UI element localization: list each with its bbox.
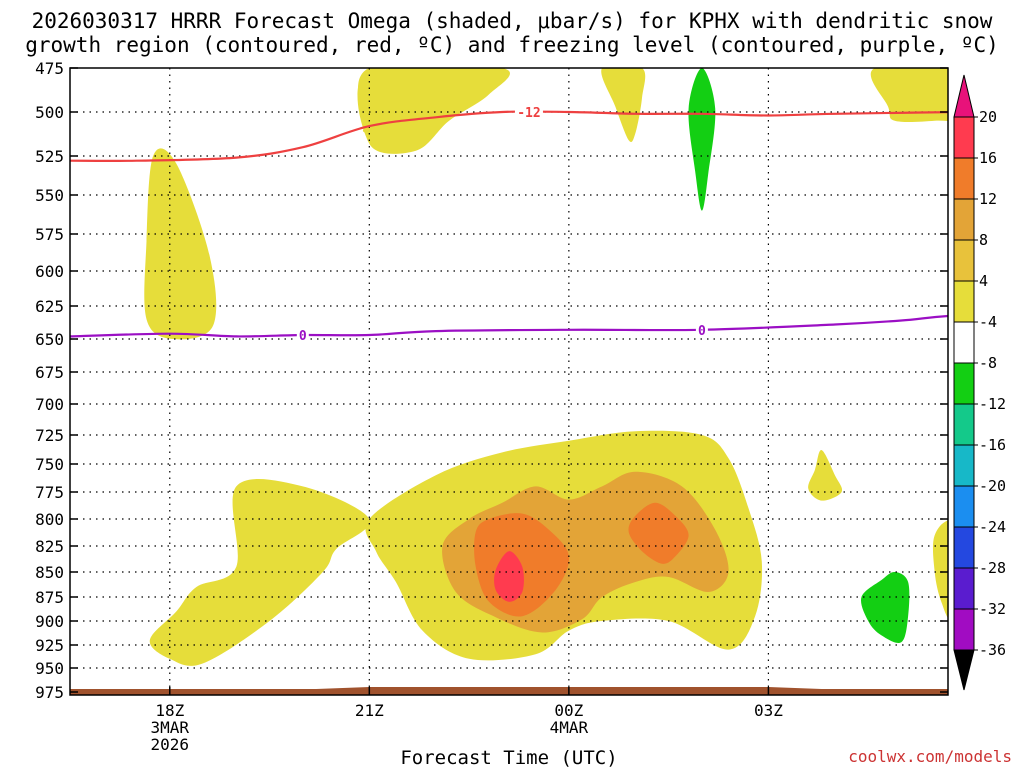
contour-label: 0 [698, 324, 706, 339]
y-tick-label: 500 [35, 103, 64, 122]
contour-label: 0 [299, 329, 307, 344]
colorbar-swatch [953, 485, 975, 528]
omega-region [861, 571, 910, 643]
x-tick-label: 21Z [355, 701, 384, 720]
colorbar-swatch [953, 239, 975, 282]
colorbar-swatch [953, 198, 975, 241]
contour-line [70, 314, 948, 338]
colorbar-tick-label: 20 [979, 108, 997, 126]
colorbar-tick-label: -32 [979, 600, 1006, 618]
colorbar-tick-label: -24 [979, 518, 1006, 536]
x-tick-label: 18Z [155, 701, 184, 720]
y-tick-label: 550 [35, 186, 64, 205]
y-tick-label: 850 [35, 563, 64, 582]
y-tick-label: 625 [35, 297, 64, 316]
colorbar-tick-label: -12 [979, 395, 1006, 413]
colorbar-tick-label: 12 [979, 190, 997, 208]
contour-label-bg [296, 328, 309, 343]
y-tick-label: 600 [35, 262, 64, 281]
y-tick-label: 975 [35, 683, 64, 702]
grid-lines [70, 68, 948, 695]
contour-label-bg [695, 322, 708, 337]
contour-line [70, 110, 948, 163]
colorbar-tick-label: -8 [979, 354, 997, 372]
chart-title-line1: 2026030317 HRRR Forecast Omega (shaded, … [32, 9, 993, 33]
omega-region [808, 450, 843, 501]
colorbar-swatch [953, 567, 975, 610]
y-tick-label: 800 [35, 510, 64, 529]
omega-region [144, 148, 217, 340]
x-axis-label: Forecast Time (UTC) [400, 747, 617, 768]
ground-strip [70, 687, 948, 695]
colorbar-bottom-arrow [953, 649, 975, 691]
colorbar-top-arrow [953, 74, 975, 118]
contour-lines: -12-12000 [70, 105, 948, 344]
x-tick-label: 2026 [151, 735, 190, 754]
y-tick-label: 775 [35, 483, 64, 502]
omega-region [357, 68, 510, 154]
y-tick-label: 675 [35, 363, 64, 382]
y-tick-label: 475 [35, 59, 64, 78]
omega-region [601, 68, 646, 142]
colorbar-tick-label: -36 [979, 641, 1006, 659]
contour-label-bg [514, 105, 543, 119]
y-tick-label: 575 [35, 225, 64, 244]
chart-title-line2: growth region (contoured, red, ºC) and f… [25, 33, 999, 57]
y-tick-label: 950 [35, 659, 64, 678]
colorbar-swatch [953, 280, 975, 323]
colorbar-tick-label: 4 [979, 272, 988, 290]
x-tick-label: 3MAR [151, 718, 190, 737]
y-tick-label: 700 [35, 395, 64, 414]
omega-region [688, 68, 716, 211]
y-tick-label: 875 [35, 588, 64, 607]
colorbar-swatch [953, 157, 975, 200]
y-tick-label: 650 [35, 330, 64, 349]
colorbar: 20 16 12 8 4 -4 -8 -12 -16 -20 -24 -28 -32 -36 [953, 74, 1006, 691]
x-tick-label: 03Z [754, 701, 783, 720]
colorbar-tick-label: -4 [979, 313, 997, 331]
colorbar-tick-label: -28 [979, 559, 1006, 577]
omega-region [494, 551, 524, 602]
colorbar-swatch [953, 526, 975, 569]
y-tick-label: 900 [35, 612, 64, 631]
colorbar-tick-label: -16 [979, 436, 1006, 454]
colorbar-tick-label: 8 [979, 231, 988, 249]
colorbar-swatch [953, 403, 975, 446]
colorbar-swatch [953, 444, 975, 487]
colorbar-swatch [953, 362, 975, 405]
x-tick-label: 4MAR [550, 718, 589, 737]
omega-region [870, 68, 948, 123]
y-tick-label: 825 [35, 537, 64, 556]
y-tick-label: 925 [35, 636, 64, 655]
ground-fill [70, 689, 948, 695]
y-tick-label: 725 [35, 426, 64, 445]
y-tick-label: 525 [35, 147, 64, 166]
omega-region [932, 520, 948, 619]
colorbar-swatch [953, 608, 975, 651]
y-tick-label: 750 [35, 455, 64, 474]
x-tick-label: 00Z [554, 701, 583, 720]
colorbar-swatch [953, 321, 975, 364]
colorbar-swatch [953, 116, 975, 159]
colorbar-tick-label: 16 [979, 149, 997, 167]
contour-label: -12 [517, 106, 540, 121]
colorbar-tick-label: -20 [979, 477, 1006, 495]
y-axis: 475 500 525 550 575 600 625 650 675 700 725 750 775 8… [35, 59, 948, 702]
omega-region [628, 502, 689, 564]
plot-frame [69, 67, 949, 696]
credit-text: coolwx.com/models [848, 747, 1012, 766]
